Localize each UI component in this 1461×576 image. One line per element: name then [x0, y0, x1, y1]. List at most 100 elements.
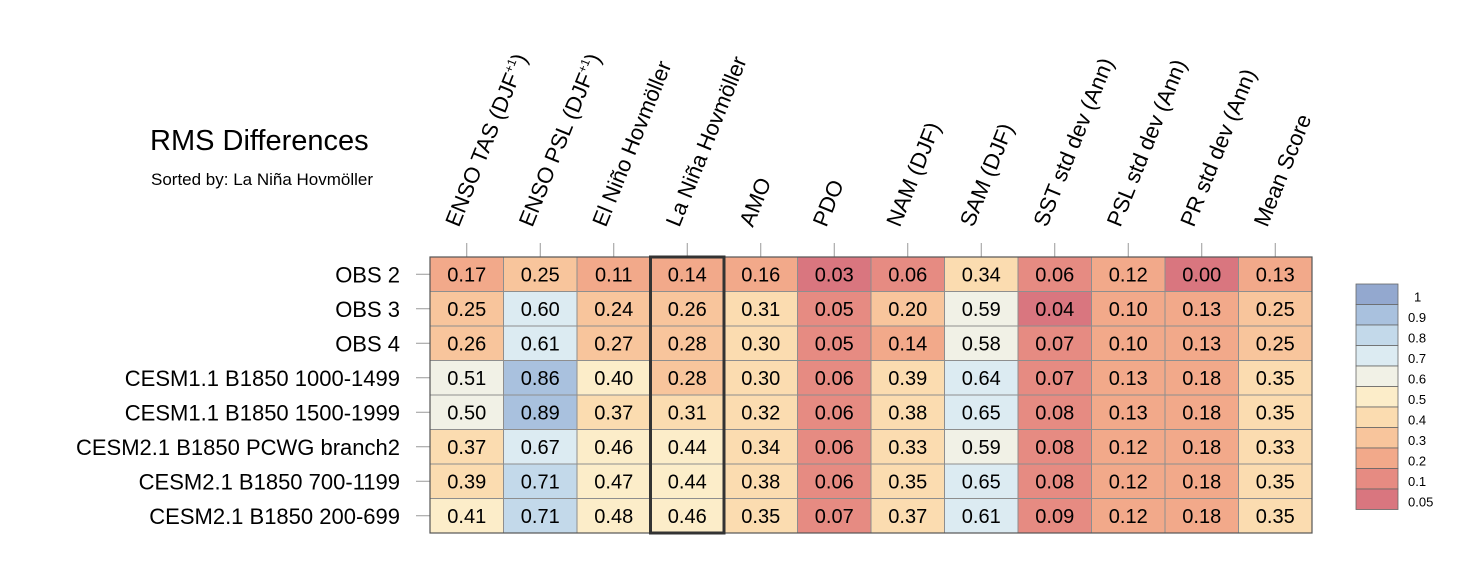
cell-value-label: 0.31 — [668, 402, 707, 424]
cell-value-label: 0.37 — [594, 402, 633, 424]
heatmap-cell — [576, 429, 651, 465]
cell-value-label: 0.38 — [888, 402, 927, 424]
heatmap-cell — [1017, 394, 1092, 430]
colorbar-segment — [1355, 386, 1399, 408]
row-label: CESM2.1 B1850 700-1199 — [139, 469, 400, 494]
cell-value-label: 0.47 — [594, 471, 633, 493]
cell-value-label: 0.08 — [1035, 437, 1074, 459]
cell-value-label: 0.37 — [447, 437, 486, 459]
chart-subtitle: Sorted by: La Niña Hovmöller — [151, 170, 374, 189]
cell-value-label: 0.24 — [594, 299, 633, 321]
cell-value-label: 0.59 — [962, 437, 1001, 459]
cell-value-label: 0.10 — [1109, 333, 1148, 355]
heatmap-cell — [1164, 360, 1239, 396]
heatmap-cell — [1017, 463, 1092, 499]
heatmap-cell — [576, 463, 651, 499]
cell-value-label: 0.48 — [594, 506, 633, 528]
heatmap-cell — [1017, 325, 1092, 361]
column-label: ENSO TAS (DJF+1) — [440, 50, 532, 230]
colorbar-segment — [1355, 304, 1399, 326]
cell-value-label: 0.38 — [741, 471, 780, 493]
colorbar-label: 0.5 — [1408, 392, 1426, 407]
heatmap-cell — [503, 394, 578, 430]
cell-value-label: 0.44 — [668, 471, 707, 493]
cell-value-label: 0.31 — [741, 299, 780, 321]
cell-value-label: 0.35 — [1256, 471, 1295, 493]
cell-value-label: 0.30 — [741, 368, 780, 390]
colorbar-segment — [1355, 447, 1399, 469]
heatmap-cell — [503, 291, 578, 327]
cell-value-label: 0.89 — [521, 402, 560, 424]
colorbar-label: 0.6 — [1408, 372, 1426, 387]
heatmap-cell — [944, 360, 1019, 396]
heatmap-cell — [1238, 325, 1313, 361]
cell-value-label: 0.64 — [962, 368, 1001, 390]
heatmap-cell — [1017, 360, 1092, 396]
cell-value-label: 0.25 — [521, 264, 560, 286]
column-label: AMO — [734, 174, 776, 230]
colorbar-segment — [1355, 283, 1399, 305]
heatmap-cell — [944, 291, 1019, 327]
heatmap-cell — [1164, 498, 1239, 534]
row-label: CESM2.1 B1850 PCWG branch2 — [76, 435, 400, 460]
heatmap-cell — [1091, 360, 1166, 396]
colorbar-label: 1 — [1414, 290, 1421, 305]
cell-value-label: 0.71 — [521, 471, 560, 493]
heatmap-cell — [797, 360, 872, 396]
cell-value-label: 0.40 — [594, 368, 633, 390]
cell-value-label: 0.25 — [1256, 299, 1295, 321]
cell-value-label: 0.37 — [888, 506, 927, 528]
cell-value-label: 0.14 — [888, 333, 927, 355]
cell-value-label: 0.16 — [741, 264, 780, 286]
column-label: PR std dev (Ann) — [1175, 65, 1261, 230]
cell-value-label: 0.33 — [888, 437, 927, 459]
heatmap-cell — [870, 256, 945, 292]
row-label: CESM1.1 B1850 1000-1499 — [125, 366, 400, 391]
column-label: NAM (DJF) — [881, 119, 945, 230]
cell-value-label: 0.06 — [815, 368, 854, 390]
heatmap-cell — [1238, 394, 1313, 430]
cell-value-label: 0.18 — [1182, 402, 1221, 424]
cell-value-label: 0.05 — [815, 299, 854, 321]
heatmap-cell — [429, 463, 504, 499]
row-label: CESM2.1 B1850 200-699 — [149, 504, 400, 529]
colorbar-segment — [1355, 427, 1399, 449]
colorbar-label: 0.4 — [1408, 413, 1426, 428]
cell-value-label: 0.28 — [668, 333, 707, 355]
cell-value-label: 0.03 — [815, 264, 854, 286]
heatmap-cell — [723, 360, 798, 396]
cell-value-label: 0.06 — [1035, 264, 1074, 286]
heatmap-cell — [870, 429, 945, 465]
cell-value-label: 0.18 — [1182, 471, 1221, 493]
cell-value-label: 0.35 — [1256, 506, 1295, 528]
cell-value-label: 0.12 — [1109, 471, 1148, 493]
chart-title: RMS Differences — [150, 125, 369, 157]
cell-value-label: 0.06 — [815, 437, 854, 459]
row-label: CESM1.1 B1850 1500-1999 — [125, 400, 400, 425]
heatmap-cell — [429, 394, 504, 430]
highlighted-column-box — [649, 255, 726, 535]
cell-value-label: 0.39 — [888, 368, 927, 390]
cell-value-label: 0.06 — [888, 264, 927, 286]
cell-value-label: 0.04 — [1035, 299, 1074, 321]
cell-value-label: 0.05 — [815, 333, 854, 355]
heatmap-cell — [576, 498, 651, 534]
column-label: PSL std dev (Ann) — [1102, 56, 1192, 230]
cell-value-label: 0.11 — [595, 264, 632, 286]
heatmap-cell — [944, 256, 1019, 292]
cell-value-label: 0.39 — [447, 471, 486, 493]
cell-value-label: 0.13 — [1182, 299, 1221, 321]
cell-value-label: 0.08 — [1035, 402, 1074, 424]
heatmap-cell — [870, 498, 945, 534]
cell-value-label: 0.25 — [447, 299, 486, 321]
heatmap-cell — [650, 291, 725, 327]
cell-value-label: 0.30 — [741, 333, 780, 355]
column-label: PDO — [808, 176, 849, 230]
column-label: La Niña Hovmöller — [661, 53, 752, 230]
cell-value-label: 0.60 — [521, 299, 560, 321]
heatmap-cell — [723, 463, 798, 499]
cell-value-label: 0.13 — [1109, 368, 1148, 390]
heatmap-cell — [1017, 498, 1092, 534]
cell-value-label: 0.28 — [668, 368, 707, 390]
cell-value-label: 0.09 — [1035, 506, 1074, 528]
